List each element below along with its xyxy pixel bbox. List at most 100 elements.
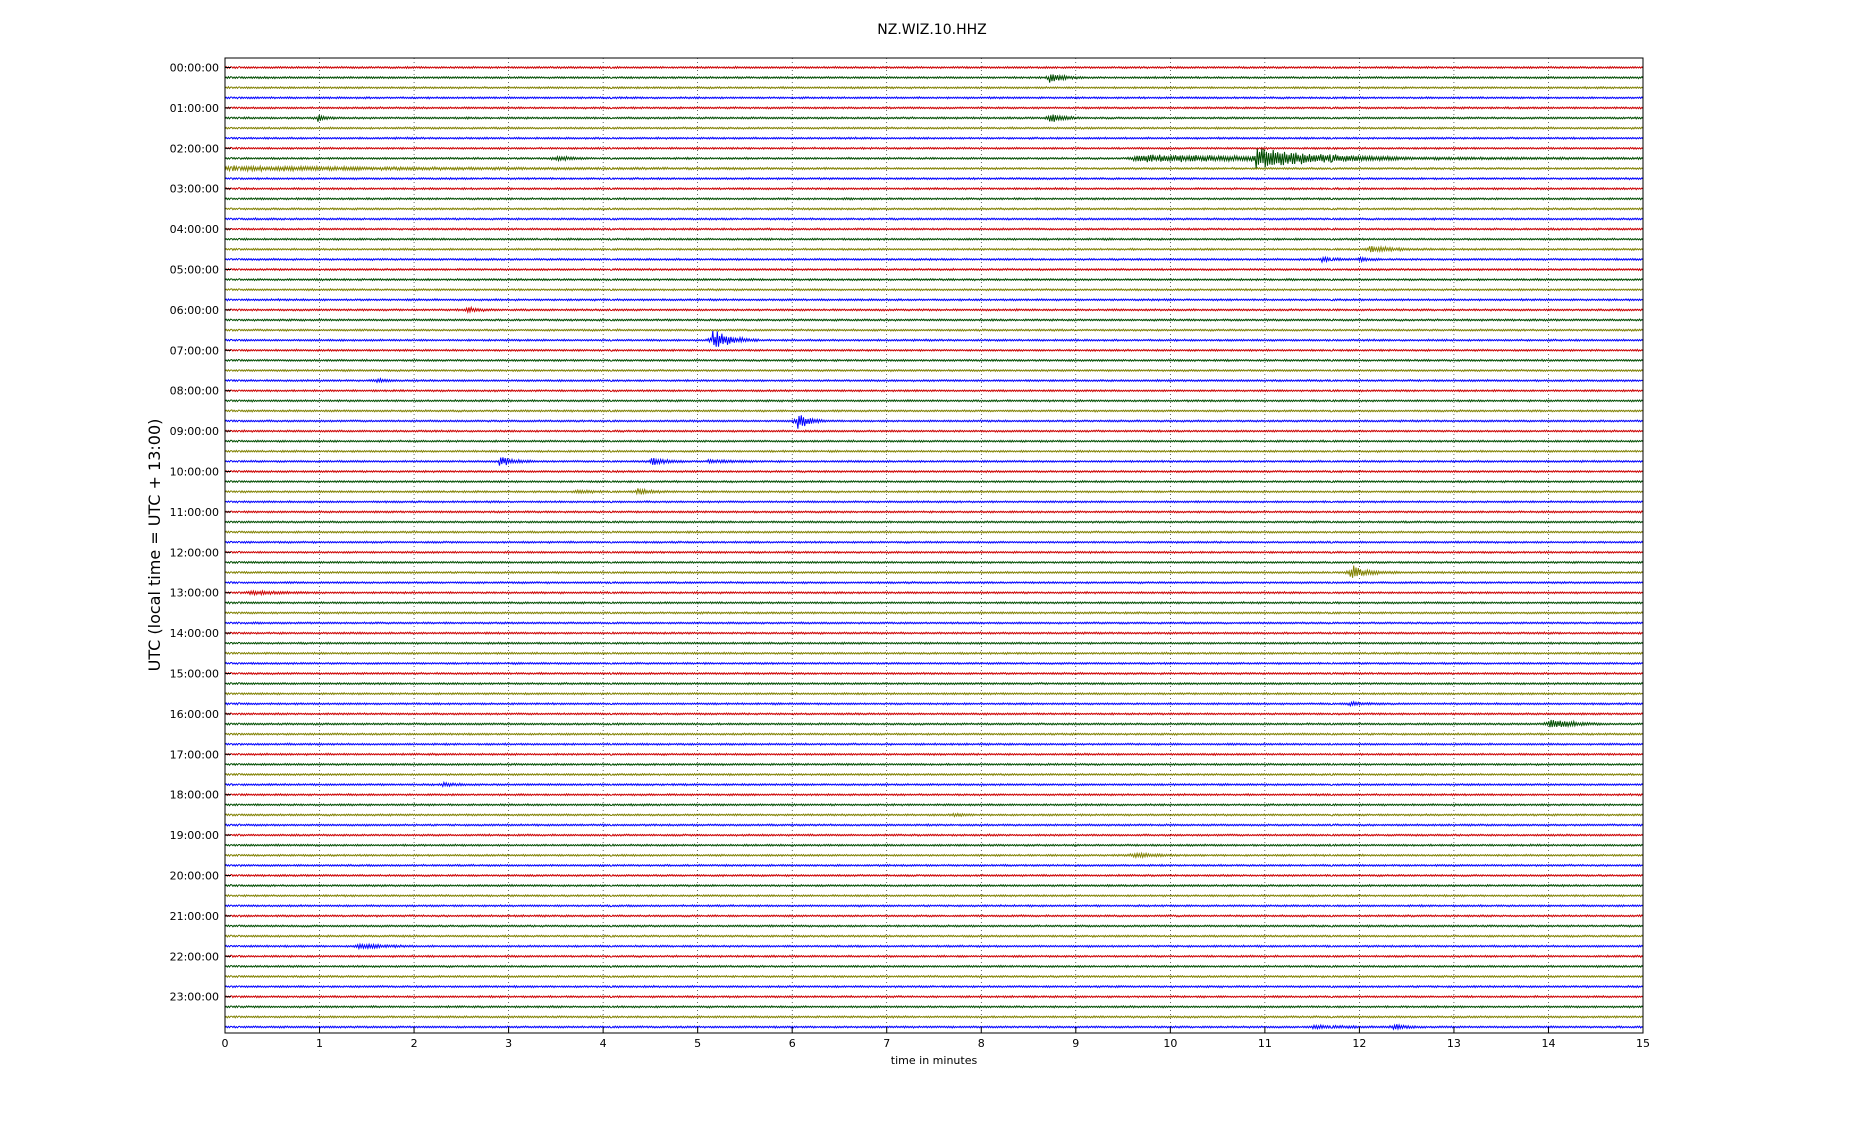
seismic-trace — [224, 772, 1644, 777]
seismic-trace — [224, 565, 1644, 578]
seismic-trace — [224, 348, 1644, 353]
seismic-trace — [224, 65, 1644, 70]
seismic-trace — [224, 449, 1644, 454]
x-tick-label: 8 — [978, 1037, 985, 1050]
seismic-trace — [224, 267, 1644, 272]
seismic-trace — [224, 439, 1644, 444]
seismic-trace — [224, 530, 1644, 535]
x-tick-label: 14 — [1541, 1037, 1555, 1050]
seismic-trace — [224, 415, 1644, 429]
seismic-trace — [224, 641, 1644, 646]
seismic-trace — [224, 893, 1644, 898]
seismic-trace — [224, 398, 1644, 403]
seismic-trace — [224, 924, 1644, 928]
seismic-trace — [224, 851, 1644, 859]
y-tick-label: 22:00:00 — [170, 950, 219, 963]
seismic-traces — [224, 65, 1644, 1031]
seismic-trace — [224, 73, 1644, 83]
seismic-trace — [224, 812, 1644, 818]
seismic-trace — [224, 661, 1644, 666]
x-tick-label: 11 — [1258, 1037, 1272, 1050]
y-tick-label: 02:00:00 — [170, 142, 219, 155]
seismic-trace — [224, 752, 1644, 757]
seismic-trace — [224, 148, 1644, 169]
x-tick-label: 0 — [222, 1037, 229, 1050]
seismic-trace — [224, 196, 1644, 201]
seismic-trace — [224, 1014, 1644, 1019]
seismic-trace — [224, 146, 1644, 151]
seismic-trace — [224, 802, 1644, 807]
x-tick-label: 7 — [883, 1037, 890, 1050]
seismic-trace — [224, 913, 1644, 918]
x-tick-label: 12 — [1352, 1037, 1366, 1050]
y-tick-label: 17:00:00 — [170, 748, 219, 761]
seismic-trace — [224, 368, 1644, 373]
y-tick-label: 04:00:00 — [170, 223, 219, 236]
seismic-trace — [224, 540, 1644, 545]
x-tick-label: 4 — [600, 1037, 607, 1050]
seismic-trace — [224, 255, 1644, 264]
seismic-trace — [224, 600, 1644, 605]
seismic-trace — [224, 176, 1644, 181]
seismic-trace — [224, 244, 1644, 254]
seismic-trace — [224, 762, 1644, 767]
y-tick-label: 20:00:00 — [170, 870, 219, 883]
seismic-trace — [224, 610, 1644, 615]
seismic-trace — [224, 126, 1644, 130]
seismic-trace — [224, 780, 1644, 788]
seismic-trace — [224, 297, 1644, 302]
y-tick-label: 09:00:00 — [170, 425, 219, 438]
seismic-trace — [224, 457, 1644, 466]
y-axis-ticks: 00:00:00 01:00:00 02:00:00 03:00:00 04:00:00… — [170, 62, 231, 1004]
seismic-trace — [224, 742, 1644, 747]
seismic-trace — [224, 671, 1644, 676]
y-tick-label: 18:00:00 — [170, 789, 219, 802]
seismic-trace — [224, 277, 1644, 282]
seismic-trace — [224, 833, 1644, 838]
seismic-trace — [224, 984, 1644, 989]
seismic-trace — [224, 550, 1644, 555]
seismic-trace — [224, 487, 1644, 496]
plot-frame — [224, 57, 1644, 1034]
seismic-trace — [224, 227, 1644, 232]
seismic-trace — [224, 942, 1644, 951]
seismic-trace — [224, 691, 1644, 696]
seismic-trace — [224, 964, 1644, 969]
y-tick-label: 12:00:00 — [170, 546, 219, 559]
seismic-trace — [224, 217, 1644, 221]
seismic-trace — [224, 719, 1644, 729]
seismic-trace — [224, 700, 1644, 708]
x-axis-label: time in minutes — [891, 1054, 978, 1067]
seismic-trace — [224, 287, 1644, 292]
seismic-trace — [224, 328, 1644, 333]
seismic-trace — [224, 237, 1644, 242]
x-tick-label: 13 — [1447, 1037, 1461, 1050]
seismic-trace — [224, 479, 1644, 484]
seismic-trace — [224, 863, 1644, 868]
seismic-trace — [224, 520, 1644, 524]
y-tick-label: 21:00:00 — [170, 910, 219, 923]
seismic-trace — [224, 994, 1644, 999]
seismic-trace — [224, 408, 1644, 413]
seismic-trace — [224, 164, 1644, 173]
seismic-trace — [224, 954, 1644, 959]
seismic-trace — [224, 711, 1644, 716]
seismic-trace — [224, 318, 1644, 322]
seismic-trace — [224, 903, 1644, 908]
y-tick-label: 13:00:00 — [170, 587, 219, 600]
seismic-trace — [224, 206, 1644, 211]
x-tick-label: 5 — [694, 1037, 701, 1050]
seismic-trace — [224, 1004, 1644, 1009]
seismic-trace — [224, 934, 1644, 939]
y-tick-label: 08:00:00 — [170, 385, 219, 398]
seismic-trace — [224, 631, 1644, 636]
seismic-trace — [224, 358, 1644, 363]
y-tick-label: 23:00:00 — [170, 991, 219, 1004]
seismic-trace — [224, 873, 1644, 878]
seismic-trace — [224, 823, 1644, 827]
grid-lines — [319, 58, 1549, 1033]
seismic-trace — [224, 469, 1644, 474]
y-tick-label: 10:00:00 — [170, 466, 219, 479]
y-tick-label: 03:00:00 — [170, 183, 219, 196]
seismic-trace — [224, 843, 1644, 848]
